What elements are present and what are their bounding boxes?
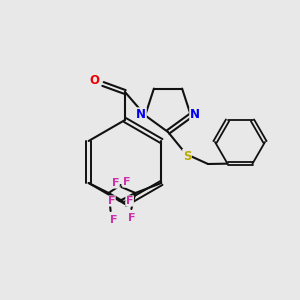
Text: N: N	[136, 108, 146, 121]
Text: F: F	[110, 215, 117, 225]
Text: O: O	[89, 74, 99, 88]
Text: S: S	[183, 149, 191, 163]
Text: F: F	[128, 213, 135, 223]
Text: F: F	[123, 177, 130, 187]
Text: F: F	[126, 196, 134, 206]
Text: F: F	[108, 196, 115, 206]
Text: F: F	[112, 178, 119, 188]
Text: N: N	[190, 108, 200, 121]
